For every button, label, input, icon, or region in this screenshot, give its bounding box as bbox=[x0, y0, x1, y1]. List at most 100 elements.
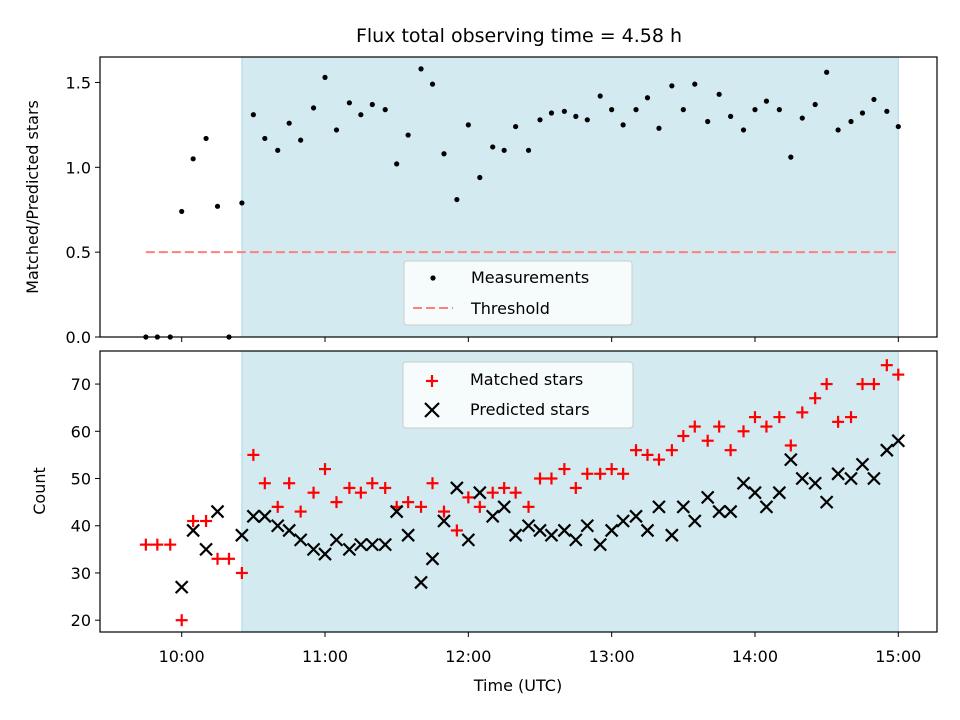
predicted-star-point bbox=[665, 528, 679, 542]
measurement-point bbox=[752, 107, 758, 113]
measurement-point bbox=[705, 118, 711, 125]
measurement-point bbox=[286, 120, 292, 126]
chart-title: Flux total observing time = 4.58 h bbox=[356, 25, 682, 47]
predicted-star-point-b bbox=[378, 537, 392, 552]
measurement-point bbox=[179, 208, 185, 215]
matched-star-point bbox=[200, 515, 213, 528]
measurement-point bbox=[716, 91, 722, 97]
measurement-point bbox=[465, 122, 471, 128]
legend-predicted-marker bbox=[424, 402, 440, 418]
predicted-star-point bbox=[473, 485, 487, 500]
measurement-point bbox=[310, 105, 317, 111]
matched-star-point bbox=[748, 411, 761, 424]
measurement-point bbox=[322, 74, 328, 80]
top-y-tick-label: 0.0 bbox=[66, 328, 91, 347]
top-panel: 0.0 0.5 1.0 1.5 Matched/Predicted stars Mea… bbox=[23, 56, 938, 347]
predicted-star-point-b bbox=[389, 504, 404, 519]
matched-star-point bbox=[187, 515, 200, 528]
predicted-star-point-b bbox=[700, 490, 715, 505]
predicted-star-point-b bbox=[808, 476, 822, 491]
predicted-star-point bbox=[365, 537, 380, 552]
matched-star-point bbox=[498, 481, 511, 494]
top-y-tick-label: 0.5 bbox=[66, 243, 91, 262]
measurement-point bbox=[214, 203, 221, 209]
matched-star-point bbox=[437, 505, 450, 518]
predicted-star-point-b bbox=[604, 523, 619, 538]
matched-star-point bbox=[473, 500, 486, 513]
predicted-star-point-b bbox=[688, 514, 702, 528]
predicted-star-point-b bbox=[401, 528, 415, 542]
predicted-star-point bbox=[544, 528, 559, 542]
measurement-point bbox=[358, 112, 364, 118]
matched-star-point bbox=[294, 505, 307, 518]
predicted-star-point bbox=[831, 467, 845, 481]
predicted-star-point bbox=[401, 528, 415, 542]
predicted-star-point bbox=[808, 476, 822, 491]
matched-star-point bbox=[175, 614, 188, 627]
measurement-point bbox=[728, 113, 734, 119]
top-legend: Measurements Threshold bbox=[403, 260, 633, 326]
predicted-star-point bbox=[174, 580, 189, 594]
x-tick-label: 12:00 bbox=[445, 647, 491, 666]
predicted-star-point bbox=[210, 504, 225, 519]
legend-threshold-label: Threshold bbox=[470, 299, 550, 318]
predicted-star-point bbox=[282, 523, 296, 538]
predicted-star-point bbox=[354, 537, 368, 552]
top-y-axis-label: Matched/Predicted stars bbox=[23, 100, 42, 294]
matched-star-point bbox=[319, 463, 332, 476]
measurement-point bbox=[394, 161, 400, 167]
measurement-point bbox=[609, 107, 615, 113]
predicted-star-point-b bbox=[199, 542, 213, 557]
measurement-point bbox=[788, 154, 794, 160]
matched-star-point bbox=[271, 500, 284, 513]
predicted-star-point bbox=[306, 542, 321, 557]
measurement-point bbox=[454, 196, 460, 203]
measurement-point bbox=[799, 115, 805, 121]
predicted-star-point-b bbox=[425, 552, 440, 566]
predicted-star-point-b bbox=[736, 476, 751, 491]
matched-star-point bbox=[688, 420, 701, 433]
predicted-star-point-b bbox=[342, 542, 357, 557]
top-legend-box bbox=[403, 260, 633, 326]
predicted-star-point-b bbox=[544, 528, 559, 542]
predicted-star-point-b bbox=[293, 533, 308, 547]
predicted-star-point bbox=[795, 471, 810, 486]
matched-star-point bbox=[820, 378, 833, 391]
matched-star-point bbox=[594, 467, 607, 480]
predicted-star-point bbox=[557, 523, 572, 538]
measurement-point bbox=[895, 123, 901, 130]
bottom-axes-frame bbox=[99, 350, 938, 633]
legend-measurements-marker bbox=[430, 275, 436, 281]
matched-star-point bbox=[211, 552, 224, 565]
matched-star-point bbox=[641, 448, 654, 461]
measurement-point bbox=[477, 174, 483, 181]
predicted-star-point-b bbox=[772, 485, 787, 500]
predicted-star-point bbox=[891, 433, 906, 448]
predicted-star-point-b bbox=[437, 514, 451, 528]
matched-star-point bbox=[151, 538, 164, 551]
predicted-star-point bbox=[389, 504, 404, 519]
predicted-star-point bbox=[521, 518, 536, 533]
matched-star-point bbox=[222, 552, 235, 565]
predicted-star-point-b bbox=[855, 457, 870, 472]
measurement-point bbox=[250, 112, 256, 118]
matched-star-point bbox=[164, 538, 177, 551]
measurement-point bbox=[190, 156, 196, 162]
predicted-star-point-b bbox=[174, 580, 189, 594]
predicted-star-point-b bbox=[652, 500, 666, 514]
bottom-y-axis-label: Count bbox=[30, 467, 49, 515]
predicted-star-point-b bbox=[880, 443, 894, 457]
predicted-star-point bbox=[652, 500, 666, 514]
measurement-point bbox=[680, 107, 686, 113]
predicted-star-point bbox=[784, 452, 798, 467]
predicted-star-point-b bbox=[593, 537, 607, 552]
measurement-point bbox=[418, 66, 424, 72]
x-tick-label: 10:00 bbox=[159, 647, 205, 666]
predicted-star-point bbox=[342, 542, 357, 557]
predicted-star-point-b bbox=[414, 575, 428, 590]
measurement-point bbox=[405, 132, 411, 138]
matched-star-point bbox=[652, 453, 665, 466]
measurement-point bbox=[501, 147, 507, 153]
measurement-point bbox=[884, 108, 890, 114]
